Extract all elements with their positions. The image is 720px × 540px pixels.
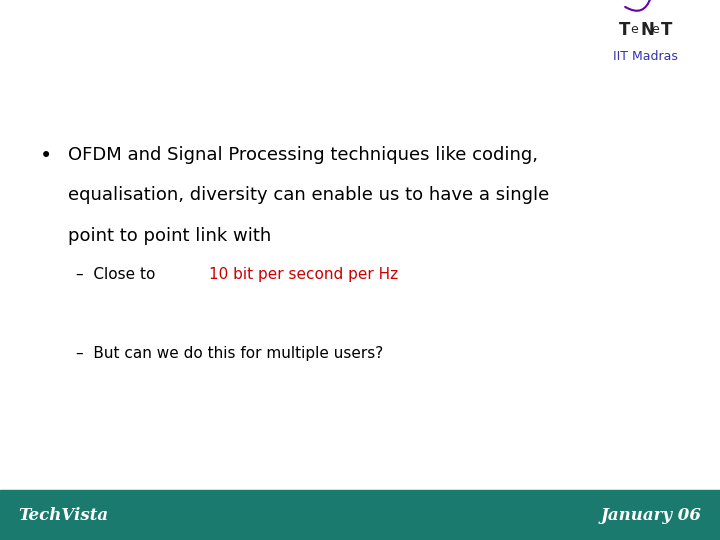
Text: •: • (40, 146, 52, 166)
Text: TechVista: TechVista (18, 507, 108, 524)
Text: N: N (640, 21, 654, 39)
Bar (0, 490, 720, 540)
Text: e: e (631, 23, 639, 36)
Text: equalisation, diversity can enable us to have a single: equalisation, diversity can enable us to… (68, 186, 549, 204)
Text: January 06: January 06 (601, 507, 702, 524)
Text: IIT Madras: IIT Madras (613, 50, 678, 63)
Text: –  But can we do this for multiple users?: – But can we do this for multiple users? (76, 346, 383, 361)
Text: OFDM and Signal Processing techniques like coding,: OFDM and Signal Processing techniques li… (68, 146, 539, 164)
Text: –  Close to: – Close to (76, 267, 160, 282)
Text: e: e (652, 23, 660, 36)
Text: T: T (661, 21, 672, 39)
Text: point to point link with: point to point link with (68, 227, 271, 245)
Text: 10 bit per second per Hz: 10 bit per second per Hz (209, 267, 398, 282)
Text: T: T (619, 21, 631, 39)
